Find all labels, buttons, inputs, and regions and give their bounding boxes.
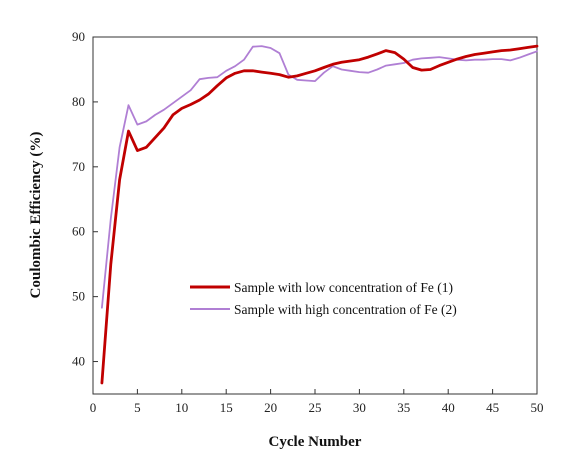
legend-label-series-2: Sample with high concentration of Fe (2) <box>234 302 457 317</box>
x-tick-label: 10 <box>175 400 188 415</box>
y-axis-ticks: 40 50 60 70 80 90 <box>72 29 98 369</box>
series-layer <box>100 44 539 385</box>
legend: Sample with low concentration of Fe (1) … <box>190 280 457 317</box>
y-tick-label: 40 <box>72 354 85 369</box>
series-line-1 <box>100 44 539 385</box>
y-tick-label: 50 <box>72 289 85 304</box>
x-tick-label: 35 <box>397 400 410 415</box>
x-tick-label: 30 <box>353 400 366 415</box>
x-tick-label: 0 <box>90 400 97 415</box>
x-tick-label: 50 <box>531 400 544 415</box>
x-tick-label: 5 <box>134 400 141 415</box>
x-tick-label: 20 <box>264 400 277 415</box>
x-axis-ticks: 0 5 10 15 20 25 30 35 40 45 50 <box>90 389 544 415</box>
legend-label-series-1: Sample with low concentration of Fe (1) <box>234 280 453 295</box>
x-tick-label: 15 <box>220 400 233 415</box>
x-tick-label: 25 <box>309 400 322 415</box>
y-axis-title: Coulombic Efficiency (%) <box>28 132 44 299</box>
x-axis-title: Cycle Number <box>269 434 362 450</box>
x-tick-label: 45 <box>486 400 499 415</box>
y-tick-label: 60 <box>72 224 85 239</box>
plot-frame <box>92 36 538 395</box>
y-tick-label: 80 <box>72 94 85 109</box>
y-tick-label: 90 <box>72 29 85 44</box>
x-tick-label: 40 <box>442 400 455 415</box>
y-tick-label: 70 <box>72 159 85 174</box>
series-line-2 <box>101 45 538 309</box>
